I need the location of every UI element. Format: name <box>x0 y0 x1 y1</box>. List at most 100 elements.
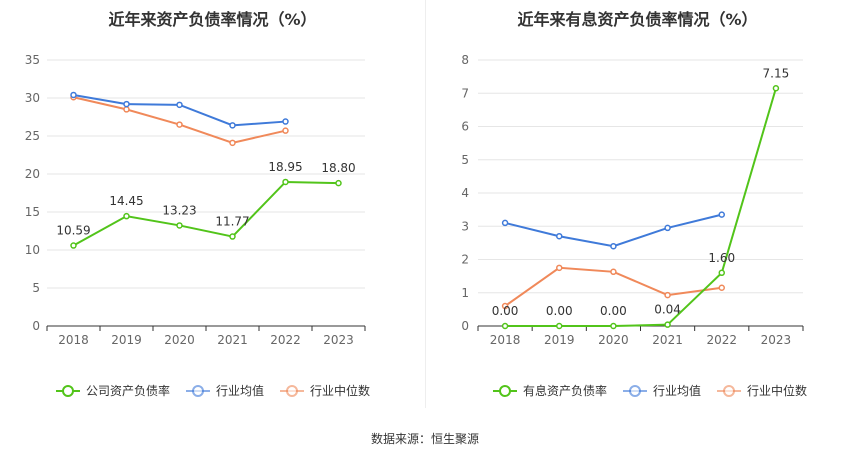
x-tick-label: 2019 <box>544 333 575 347</box>
x-tick-label: 2020 <box>598 333 629 347</box>
chart-panel-right: 近年来有息资产负债率情况（%） 0 1 2 3 4 5 6 7 8 2018 2019 2020 202… <box>425 0 850 420</box>
data-point <box>610 268 617 276</box>
legend-label: 行业中位数 <box>747 383 807 398</box>
y-tick-label: 0 <box>32 319 40 333</box>
data-label: 10.59 <box>56 224 90 238</box>
x-tick-label: 2021 <box>217 333 248 347</box>
x-tick-label: 2018 <box>58 333 89 347</box>
legend-label: 行业中位数 <box>310 383 370 398</box>
data-point <box>501 322 509 330</box>
legend-item: 有息资产负债率 <box>493 383 607 398</box>
legend-item: 行业均值 <box>186 383 264 398</box>
x-tick-label: 2021 <box>652 333 683 347</box>
data-point <box>229 139 236 147</box>
data-point <box>718 211 725 218</box>
x-tick-label: 2020 <box>164 333 195 347</box>
data-point <box>772 85 780 92</box>
legend-label: 有息资产负债率 <box>523 383 607 398</box>
x-tick-label: 2023 <box>323 333 354 347</box>
data-point <box>501 219 509 227</box>
y-tick-label: 8 <box>461 53 469 67</box>
data-point <box>282 178 289 186</box>
y-tick-label: 30 <box>25 91 40 105</box>
series-line <box>73 93 286 127</box>
data-point <box>229 122 236 129</box>
data-label: 18.95 <box>268 160 302 174</box>
y-tick-label: 6 <box>461 120 469 134</box>
data-point <box>718 269 725 277</box>
data-point <box>176 121 183 128</box>
data-label: 13.23 <box>162 203 196 217</box>
data-point <box>229 233 236 240</box>
data-point <box>664 321 671 328</box>
legend-item: 公司资产负债率 <box>56 383 170 398</box>
x-tick-label: 2018 <box>490 333 521 347</box>
data-label: 14.45 <box>109 194 143 208</box>
data-point <box>176 222 183 229</box>
data-point <box>501 302 509 310</box>
data-point <box>664 291 671 299</box>
x-tick-label: 2019 <box>111 333 142 347</box>
data-point <box>70 242 77 249</box>
data-point <box>282 127 289 134</box>
legend-label: 公司资产负债率 <box>86 383 170 398</box>
x-tick-label: 2022 <box>706 333 737 347</box>
legend-marker <box>286 385 298 397</box>
series-line <box>505 87 777 327</box>
chart-title: 近年来资产负债率情况（%） <box>108 10 317 29</box>
data-label: 18.80 <box>321 161 355 175</box>
data-point <box>123 100 130 108</box>
y-tick-label: 0 <box>461 319 469 333</box>
data-point <box>556 264 563 272</box>
data-point <box>664 224 671 232</box>
y-tick-label: 2 <box>461 253 469 267</box>
chart-panel-left: 近年来资产负债率情况（%） 0 5 10 15 20 25 30 35 2018 2019 2020… <box>0 0 425 420</box>
legend-item: 行业均值 <box>623 383 701 398</box>
data-label: 0.00 <box>546 304 573 318</box>
x-tick-label: 2022 <box>270 333 301 347</box>
data-point <box>556 322 563 330</box>
legend-item: 行业中位数 <box>717 383 807 398</box>
y-tick-label: 4 <box>461 186 469 200</box>
data-point <box>556 232 563 240</box>
data-label: 7.15 <box>763 66 790 80</box>
legend-marker <box>192 385 204 397</box>
legend-label: 行业均值 <box>216 383 264 398</box>
data-point <box>70 91 77 99</box>
y-tick-label: 5 <box>32 281 40 295</box>
y-tick-label: 15 <box>25 205 40 219</box>
y-tick-label: 20 <box>25 167 40 181</box>
data-label: 0.00 <box>600 304 627 318</box>
y-tick-label: 25 <box>25 129 40 143</box>
chart-title: 近年来有息资产负债率情况（%） <box>517 10 758 29</box>
data-point <box>610 242 617 250</box>
chart-right-svg: 0 1 2 3 4 5 6 7 8 2018 2019 2020 2021 2022 2023 0.00 0.0… <box>461 53 807 398</box>
y-tick-label: 3 <box>461 219 469 233</box>
data-point <box>176 101 183 109</box>
y-tick-label: 7 <box>461 86 469 100</box>
data-point <box>282 118 289 125</box>
data-label: 0.00 <box>492 304 519 318</box>
data-label: 11.77 <box>215 215 249 229</box>
data-point <box>123 106 130 113</box>
legend-item: 行业中位数 <box>280 383 370 398</box>
legend-marker <box>62 385 74 397</box>
legend-marker <box>629 385 641 397</box>
x-tick-label: 2023 <box>761 333 792 347</box>
series-line <box>73 180 339 247</box>
panel-divider <box>425 0 426 408</box>
data-label: 0.04 <box>654 303 681 317</box>
chart-left-svg: 0 5 10 15 20 25 30 35 2018 2019 2020 2021 2022 2023 10… <box>25 53 370 398</box>
series-line <box>504 213 722 248</box>
y-tick-label: 35 <box>25 53 40 67</box>
data-point <box>335 179 342 187</box>
y-tick-label: 5 <box>461 153 469 167</box>
data-point <box>610 322 617 330</box>
legend-marker <box>723 385 735 397</box>
y-tick-label: 10 <box>25 243 40 257</box>
data-point <box>718 284 725 292</box>
legend-marker <box>499 385 511 397</box>
legend-label: 行业均值 <box>653 383 701 398</box>
data-point <box>123 212 130 220</box>
data-source: 数据来源：恒生聚源 <box>370 432 479 446</box>
